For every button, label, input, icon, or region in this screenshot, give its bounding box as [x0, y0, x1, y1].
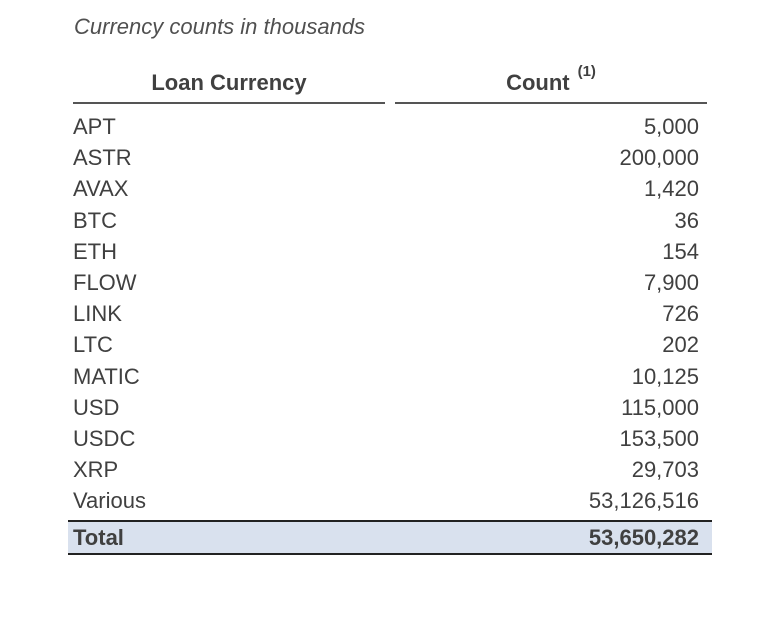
count-cell: 53,126,516	[588, 488, 699, 514]
footnote-marker: (1)	[577, 63, 596, 80]
count-cell: 5,000	[643, 114, 699, 139]
currency-cell: BTC	[73, 207, 117, 233]
currency-cell: ASTR	[73, 145, 132, 171]
count-cell: 115,000	[621, 394, 699, 420]
header-loan-currency-label: Loan Currency	[151, 70, 307, 95]
count-cell: 154	[662, 238, 699, 264]
table-row: ETH 154	[73, 236, 699, 267]
currency-cell: FLOW	[73, 269, 137, 295]
header-loan-currency: Loan Currency	[73, 70, 385, 104]
count-cell: 726	[662, 301, 699, 327]
table-row: Various 53,126,516	[73, 485, 699, 516]
currency-cell: MATIC	[73, 363, 140, 389]
count-cell: 10,125	[631, 363, 699, 389]
header-count: Count (1)	[395, 63, 707, 104]
currency-cell: XRP	[73, 457, 119, 483]
total-count: 53,650,282	[588, 524, 699, 550]
total-row: Total 53,650,282	[68, 520, 712, 555]
table-row: FLOW 7,900	[73, 267, 699, 298]
currency-cell: Various	[73, 488, 146, 514]
table-caption: Currency counts in thousands	[74, 14, 366, 39]
table-row: ASTR 200,000	[73, 142, 699, 173]
table-row: MATIC 10,125	[73, 361, 699, 392]
table-row: APT 5,000	[73, 111, 699, 142]
count-cell: 1,420	[643, 176, 699, 202]
table-row: USDC 153,500	[73, 423, 699, 454]
table-row: LINK 726	[73, 298, 699, 329]
currency-cell: AVAX	[73, 176, 129, 202]
table-body: APT 5,000 ASTR 200,000 AVAX 1,420 BTC 36 ETH 154 F…	[73, 111, 699, 516]
currency-cell: LINK	[73, 301, 122, 327]
total-label: Total	[73, 524, 124, 550]
count-cell: 36	[674, 207, 699, 233]
currency-cell: LTC	[73, 332, 113, 358]
count-cell: 153,500	[619, 425, 699, 451]
table-row: USD 115,000	[73, 392, 699, 423]
currency-cell: ETH	[73, 238, 117, 264]
count-cell: 7,900	[643, 269, 699, 295]
count-cell: 202	[662, 332, 699, 358]
table-row: XRP 29,703	[73, 454, 699, 485]
currency-cell: USDC	[73, 425, 136, 451]
table-row: BTC 36	[73, 205, 699, 236]
currency-cell: APT	[73, 114, 116, 139]
table-row: LTC 202	[73, 329, 699, 360]
count-cell: 200,000	[619, 145, 699, 171]
count-cell: 29,703	[631, 457, 699, 483]
table-row: AVAX 1,420	[73, 173, 699, 204]
header-count-label: Count	[506, 70, 570, 95]
currency-cell: USD	[73, 394, 120, 420]
